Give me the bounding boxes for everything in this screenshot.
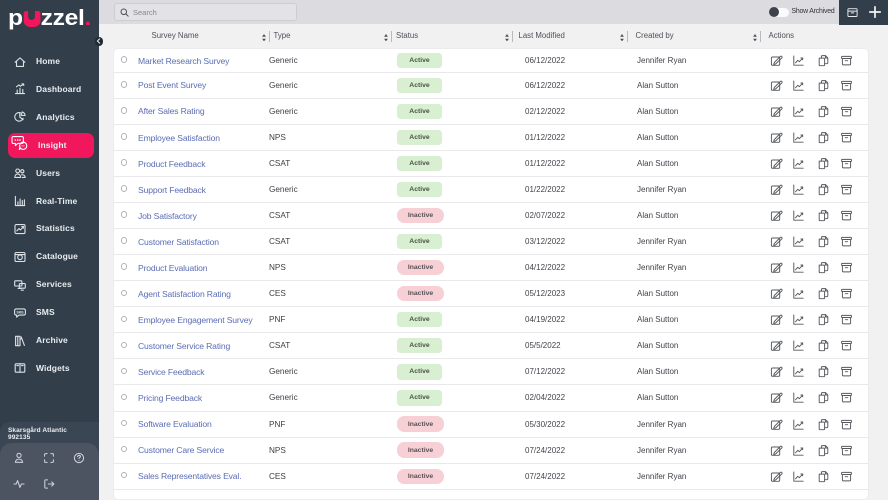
svg-text:SMS: SMS	[16, 310, 24, 314]
